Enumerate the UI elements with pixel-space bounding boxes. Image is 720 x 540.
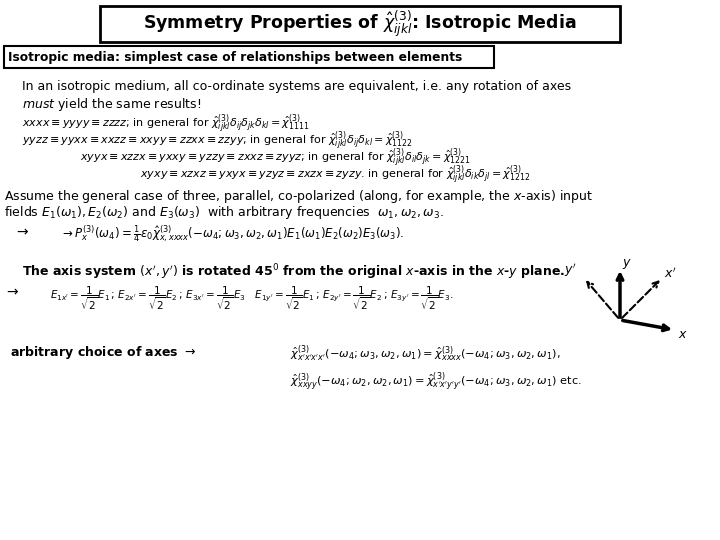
Text: In an isotropic medium, all co-ordinate systems are equivalent, i.e. any rotatio: In an isotropic medium, all co-ordinate … [22,80,571,93]
Bar [4,46,494,68]
Text: fields $E_1(\omega_1), E_2(\omega_2)$ and $E_3(\omega_3)$  with arbitrary freque: fields $E_1(\omega_1), E_2(\omega_2)$ an… [4,204,444,221]
Text: Assume the general case of three, parallel, co-polarized (along, for example, th: Assume the general case of three, parall… [4,188,593,205]
Text: $\hat{\chi}^{(3)}_{x'x'x'x'}(-\omega_4;\omega_3,\omega_2,\omega_1) = \hat{\chi}^: $\hat{\chi}^{(3)}_{x'x'x'x'}(-\omega_4;\… [290,344,561,365]
Text: $y'$: $y'$ [564,261,576,279]
Text: $xxxx \equiv yyyy \equiv zzzz$; in general for $\hat{\chi}^{(3)}_{ijkl}\delta_{i: $xxxx \equiv yyyy \equiv zzzz$; in gener… [22,113,310,137]
Text: arbitrary choice of axes $\rightarrow$: arbitrary choice of axes $\rightarrow$ [10,344,196,361]
Text: $\hat{\chi}^{(3)}_{xxyy}(-\omega_4;\omega_2,\omega_2,\omega_1) = \hat{\chi}^{(3): $\hat{\chi}^{(3)}_{xxyy}(-\omega_4;\omeg… [290,370,582,394]
Text: $xyyx \equiv xzzx \equiv yxxy \equiv yzzy \equiv zxxz \equiv zyyz$; in general f: $xyyx \equiv xzzx \equiv yxxy \equiv yzz… [80,147,471,171]
Text: $x'$: $x'$ [664,267,677,281]
Text: $\rightarrow$: $\rightarrow$ [14,224,30,238]
Text: $xyxy \equiv xzxz \equiv yxyx \equiv yzyz \equiv zxzx \equiv zyzy$. in general f: $xyxy \equiv xzxz \equiv yxyx \equiv yzy… [140,164,531,187]
Text: $y$: $y$ [622,257,632,271]
Bar [100,6,620,42]
Text: The axis system $(x', y')$ is rotated 45$^0$ from the original $x$-axis in the $: The axis system $(x', y')$ is rotated 45… [22,262,565,281]
Text: $yyzz \equiv yyxx \equiv xxzz \equiv xxyy \equiv zzxx \equiv zzyy$; in general f: $yyzz \equiv yyxx \equiv xxzz \equiv xxy… [22,130,413,153]
Text: $\rightarrow P^{(3)}_x(\omega_4) = \frac{1}{4}\varepsilon_0\hat{\chi}^{(3)}_{x,x: $\rightarrow P^{(3)}_x(\omega_4) = \frac… [60,224,405,246]
Text: Symmetry Properties of $\hat{\chi}^{(3)}_{ijkl}$: Isotropic Media: Symmetry Properties of $\hat{\chi}^{(3)}… [143,9,577,39]
Text: $E_{1x'} = \dfrac{1}{\sqrt{2}}E_1\,;\,E_{2x'} = \dfrac{1}{\sqrt{2}}E_2\,;\,E_{3x: $E_{1x'} = \dfrac{1}{\sqrt{2}}E_1\,;\,E_… [50,284,454,312]
Text: $\rightarrow$: $\rightarrow$ [4,284,19,298]
Text: $x$: $x$ [678,327,688,341]
Text: $\mathit{must}$ yield the same results!: $\mathit{must}$ yield the same results! [22,96,201,113]
Text: Isotropic media: simplest case of relationships between elements: Isotropic media: simplest case of relati… [8,51,462,64]
